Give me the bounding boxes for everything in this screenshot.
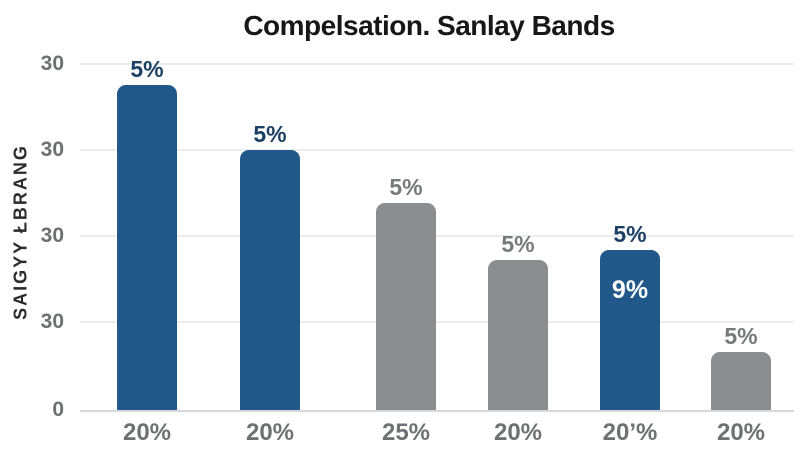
y-tick-label: 30 <box>40 138 64 161</box>
gridline <box>80 63 794 65</box>
bar-value-label: 5% <box>389 174 423 200</box>
bar: 9% <box>600 250 660 410</box>
x-tick-label: 20% <box>245 419 295 446</box>
x-tick-label: 25% <box>381 419 431 446</box>
bar <box>488 260 548 410</box>
bar-group: 5% 20% <box>117 56 177 446</box>
y-tick-label: 30 <box>40 310 64 333</box>
bar-group: 5% 9% 20’% <box>600 221 660 446</box>
bar-group: 5% 20% <box>488 231 548 446</box>
bar-group: 5% 20% <box>711 323 771 446</box>
gridline <box>80 321 794 323</box>
x-tick-label: 20% <box>493 419 543 446</box>
bar-value-label: 5% <box>613 221 647 247</box>
bar-value-label: 5% <box>724 323 758 349</box>
bar <box>711 352 771 410</box>
bar-value-label: 5% <box>130 56 164 82</box>
x-tick-label: 20% <box>122 419 172 446</box>
bar-value-label: 5% <box>501 231 535 257</box>
chart-title: Compelsation. Sanlay Bands <box>243 10 615 41</box>
x-tick-label: 20’% <box>602 419 658 446</box>
bar-inner-label: 9% <box>611 276 649 304</box>
plot-area: 5% 20% 5% 20% 5% 25% 5% 20% 5% 9% 20’% <box>80 50 794 446</box>
bar <box>240 150 300 410</box>
bar <box>117 85 177 410</box>
gridline <box>80 235 794 237</box>
bar <box>376 203 436 410</box>
bar-group: 5% 25% <box>376 174 436 446</box>
bar-group: 5% 20% <box>240 121 300 446</box>
gridline <box>80 149 794 151</box>
x-tick-label: 20% <box>716 419 766 446</box>
y-tick-label: 30 <box>40 224 64 247</box>
y-tick-label: 30 <box>40 52 64 75</box>
y-tick-label: 0 <box>52 398 64 421</box>
bar-value-label: 5% <box>253 121 287 147</box>
